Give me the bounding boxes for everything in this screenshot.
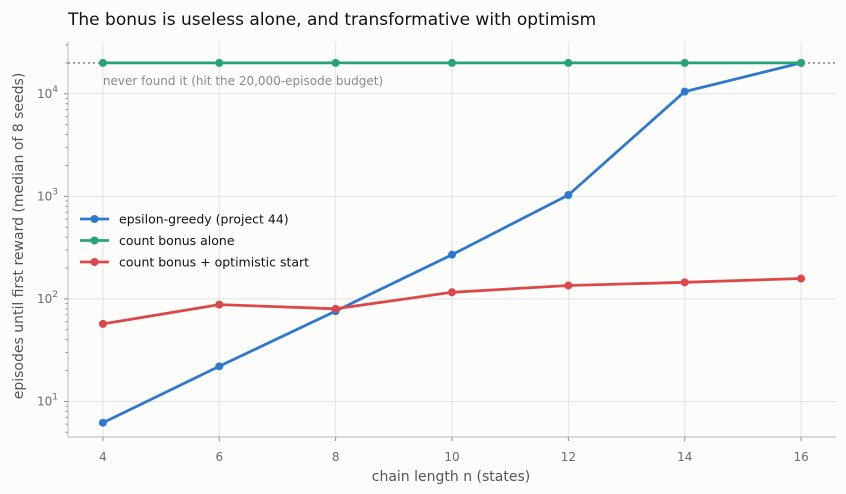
- data-point: [215, 58, 224, 67]
- legend-marker: [90, 215, 99, 223]
- data-point: [564, 281, 573, 290]
- legend-label: count bonus + optimistic start: [119, 255, 309, 270]
- data-point: [98, 58, 107, 67]
- legend-label: count bonus alone: [119, 233, 235, 248]
- legend-label: epsilon-greedy (project 44): [119, 212, 289, 227]
- legend-entry: count bonus + optimistic start: [80, 255, 309, 270]
- data-point: [680, 58, 689, 67]
- budget-annotation: never found it (hit the 20,000-episode b…: [103, 74, 383, 88]
- data-point: [448, 250, 456, 259]
- y-tick-label: 102: [37, 290, 58, 306]
- series-lines: [98, 58, 806, 427]
- series-3: [98, 274, 806, 328]
- x-tick-label: 16: [793, 450, 808, 464]
- legend: epsilon-greedy (project 44) count bonus a…: [80, 212, 309, 270]
- legend-marker: [90, 258, 99, 266]
- x-tick-label: 14: [677, 450, 692, 464]
- axes: 4 6 8 10 12 14 16 101 102 103 104: [37, 42, 836, 464]
- data-point: [331, 58, 340, 67]
- data-point: [448, 58, 456, 67]
- data-point: [680, 87, 689, 96]
- y-axis-label: episodes until first reward (median of 8…: [11, 73, 27, 400]
- x-tick-label: 4: [99, 450, 107, 464]
- data-point: [98, 319, 107, 328]
- chart-title: The bonus is useless alone, and transfor…: [67, 10, 596, 30]
- legend-marker: [90, 236, 99, 245]
- y-tick-label: 103: [37, 187, 58, 203]
- data-point: [448, 288, 456, 297]
- y-tick-label: 101: [37, 392, 58, 408]
- data-point: [797, 58, 806, 67]
- y-tick-label: 104: [37, 85, 58, 101]
- data-point: [680, 278, 689, 287]
- legend-entry: epsilon-greedy (project 44): [80, 212, 289, 227]
- data-point: [215, 362, 224, 371]
- data-point: [797, 274, 806, 283]
- x-tick-label: 8: [332, 450, 340, 464]
- x-axis-label: chain length n (states): [372, 469, 530, 485]
- grid-lines: [68, 42, 836, 437]
- x-tick-label: 10: [444, 450, 459, 464]
- data-point: [98, 418, 107, 427]
- x-tick-label: 12: [561, 450, 576, 464]
- data-point: [564, 58, 573, 67]
- data-point: [564, 191, 573, 200]
- x-tick-label: 6: [215, 450, 223, 464]
- data-point: [331, 304, 340, 313]
- data-point: [215, 300, 224, 309]
- series-2: [98, 58, 806, 67]
- legend-entry: count bonus alone: [80, 233, 235, 248]
